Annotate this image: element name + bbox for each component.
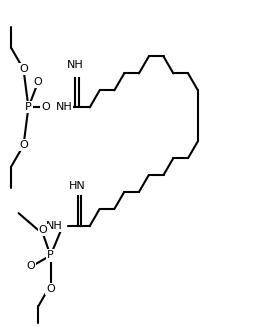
Text: O: O: [19, 140, 28, 150]
Text: O: O: [34, 77, 43, 87]
Text: NH: NH: [55, 102, 72, 112]
Text: HN: HN: [69, 181, 86, 191]
Text: P: P: [47, 251, 54, 260]
Text: O: O: [26, 261, 35, 271]
Text: NH: NH: [67, 60, 84, 70]
Text: O: O: [19, 64, 28, 74]
Text: O: O: [39, 225, 48, 235]
Text: O: O: [41, 102, 50, 112]
Text: P: P: [25, 102, 32, 112]
Text: NH: NH: [46, 221, 63, 231]
Text: O: O: [46, 284, 55, 294]
